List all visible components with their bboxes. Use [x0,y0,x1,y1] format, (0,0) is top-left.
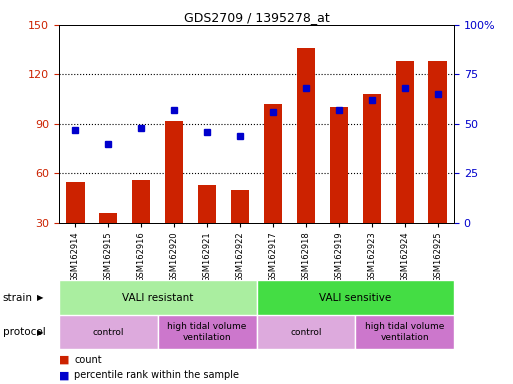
Bar [132,180,150,223]
Text: control: control [290,328,322,337]
Title: GDS2709 / 1395278_at: GDS2709 / 1395278_at [184,11,329,24]
Text: ■: ■ [59,355,69,365]
Bar [59,315,158,349]
Text: strain: strain [3,293,32,303]
Bar [66,182,85,223]
Bar [256,280,454,315]
Bar [396,61,413,223]
Text: ▶: ▶ [37,293,44,302]
Text: high tidal volume
ventilation: high tidal volume ventilation [365,323,444,342]
Text: ▶: ▶ [37,328,44,337]
Text: high tidal volume
ventilation: high tidal volume ventilation [167,323,247,342]
Bar [165,121,183,223]
Bar [264,104,282,223]
Text: percentile rank within the sample: percentile rank within the sample [74,370,240,381]
Text: VALI sensitive: VALI sensitive [319,293,391,303]
Bar [297,48,315,223]
Bar [59,280,256,315]
Bar [256,315,355,349]
Bar [231,190,249,223]
Bar [100,213,117,223]
Text: ■: ■ [59,370,69,381]
Bar [355,315,454,349]
Bar [158,315,256,349]
Bar [363,94,381,223]
Text: VALI resistant: VALI resistant [122,293,193,303]
Text: protocol: protocol [3,327,45,337]
Bar [428,61,447,223]
Text: count: count [74,355,102,365]
Text: control: control [93,328,124,337]
Bar [198,185,216,223]
Bar [330,108,348,223]
